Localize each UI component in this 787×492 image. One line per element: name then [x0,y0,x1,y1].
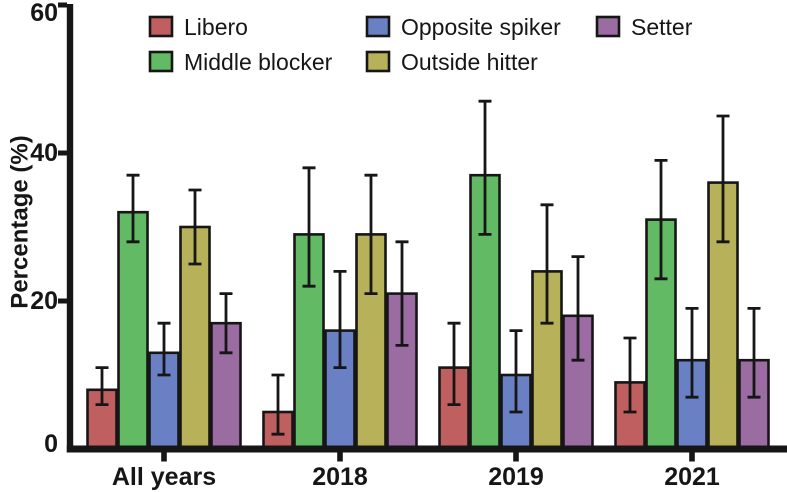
error-bar [302,166,316,288]
bar-outside-hitter [179,188,211,451]
error-bar [654,159,668,281]
error-bar [333,270,347,369]
x-tick [513,452,519,462]
error-bar [395,240,409,347]
error-bar [478,99,492,236]
legend-label: Libero [184,14,248,40]
bar-group-1 [86,173,242,451]
legend-label: Middle blocker [184,49,333,75]
bar-setter [210,292,242,451]
error-bar [95,366,109,406]
error-bar [126,173,140,244]
legend-label: Outside hitter [401,49,538,75]
legend-item-middle-blocker: Middle blocker [148,49,333,75]
legend-swatch [148,15,174,38]
error-bar [157,321,171,377]
bar-libero [86,366,118,451]
error-bar [685,307,699,399]
bar-opposite-spiker [676,307,708,451]
x-tick [337,452,343,462]
bar-middle-blocker [117,173,149,451]
error-bar [623,336,637,414]
y-tick [58,2,67,8]
bar-rect [117,210,149,451]
bar-middle-blocker [645,159,677,451]
y-axis-line [66,4,74,453]
x-tick-label: All years [112,463,216,491]
legend: Libero Opposite spiker Setter Middle blocke… [148,14,693,75]
x-axis-line [66,445,787,453]
bar-setter [562,255,594,451]
error-bar [219,292,233,355]
bar-libero [614,336,646,451]
legend-swatch [148,50,174,73]
legend-swatch [365,15,391,38]
x-tick-label: 2019 [488,463,544,491]
y-tick [58,298,67,304]
bar-setter [386,240,418,451]
bar-middle-blocker [469,99,501,451]
error-bar [509,329,523,414]
error-bar [571,255,585,362]
legend-item-outside-hitter: Outside hitter [365,49,538,75]
bar-group-2 [262,166,418,451]
y-axis-title: Percentage (%) [7,135,34,308]
bar-middle-blocker [293,166,325,451]
bar-outside-hitter [531,203,563,451]
bar-opposite-spiker [500,329,532,451]
error-bar [271,373,285,436]
x-tick-label: 2021 [664,463,720,491]
error-bar [364,173,378,295]
legend-item-opposite-spiker: Opposite spiker [365,14,561,40]
y-tick-label: 0 [44,430,58,458]
legend-swatch [595,15,621,38]
legend-label: Opposite spiker [401,14,561,40]
bar-libero [438,321,470,451]
legend-item-libero: Libero [148,14,248,40]
bar-group-3 [438,99,594,451]
x-tick [689,452,695,462]
bar-opposite-spiker [324,270,356,451]
error-bar [447,321,461,406]
y-tick-label: 60 [30,0,58,27]
y-tick-label: 20 [30,287,58,315]
bar-libero [262,373,294,451]
error-bar [540,203,554,325]
error-bar [747,307,761,399]
bar-outside-hitter [355,173,387,451]
y-tick-label: 40 [30,139,58,167]
x-tick [161,452,167,462]
error-bar [188,188,202,266]
legend-item-setter: Setter [595,14,693,40]
legend-label: Setter [631,14,693,40]
x-tick-label: 2018 [312,463,368,491]
bar-group-4 [614,114,770,451]
legend-swatch [365,50,391,73]
y-tick [58,150,67,156]
error-bar [716,114,730,244]
bar-outside-hitter [707,114,739,451]
bar-opposite-spiker [148,321,180,451]
bar-setter [738,307,770,451]
